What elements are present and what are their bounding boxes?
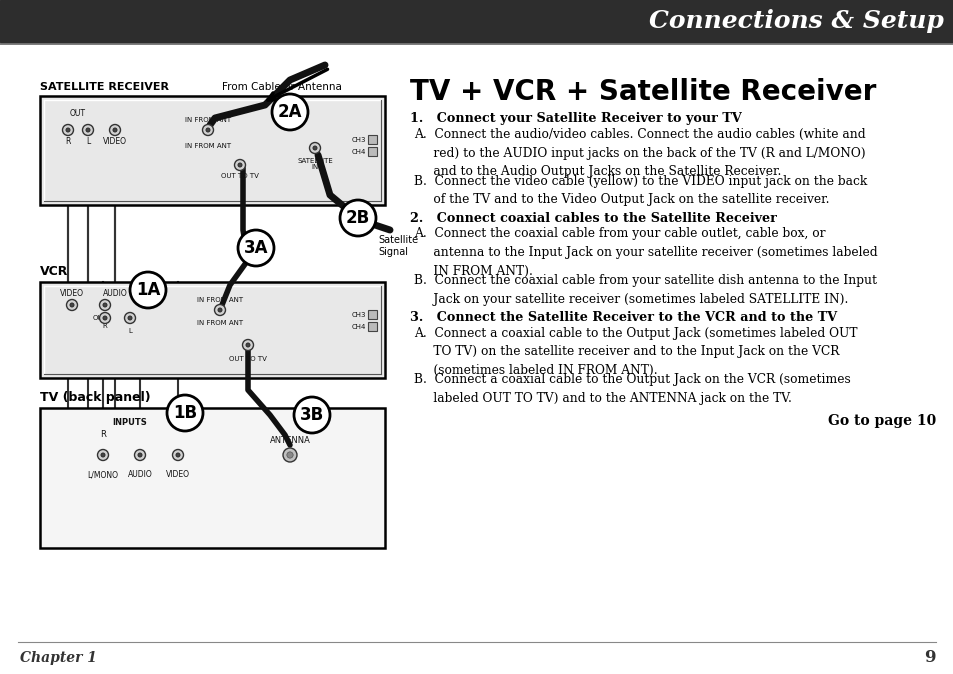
Circle shape xyxy=(82,125,93,135)
Circle shape xyxy=(339,200,375,236)
Circle shape xyxy=(128,316,132,320)
Bar xyxy=(368,135,376,144)
Circle shape xyxy=(202,125,213,135)
Text: TV (back panel): TV (back panel) xyxy=(40,391,151,404)
Text: 3B: 3B xyxy=(299,406,324,424)
Circle shape xyxy=(70,303,74,307)
Text: R: R xyxy=(103,323,108,329)
Circle shape xyxy=(313,146,316,150)
Bar xyxy=(0,0,953,42)
Circle shape xyxy=(103,303,107,307)
Text: Chapter 1: Chapter 1 xyxy=(20,651,97,665)
Text: B.  Connect the coaxial cable from your satellite dish antenna to the Input
    : B. Connect the coaxial cable from your s… xyxy=(414,274,876,305)
Circle shape xyxy=(237,230,274,266)
Text: 2A: 2A xyxy=(277,103,302,121)
Text: A.  Connect the audio/video cables. Connect the audio cables (white and
     red: A. Connect the audio/video cables. Conne… xyxy=(414,128,864,178)
Text: 1B: 1B xyxy=(172,404,197,422)
Bar xyxy=(368,310,376,319)
Text: 1A: 1A xyxy=(135,281,160,299)
Circle shape xyxy=(172,450,183,460)
Text: L/MONO: L/MONO xyxy=(88,470,118,479)
Text: VIDEO: VIDEO xyxy=(103,137,127,146)
Text: IN: IN xyxy=(311,164,318,170)
Text: SATELLITE RECEIVER: SATELLITE RECEIVER xyxy=(40,82,169,92)
Bar xyxy=(40,96,385,205)
Text: B.  Connect a coaxial cable to the Output Jack on the VCR (sometimes
     labele: B. Connect a coaxial cable to the Output… xyxy=(414,373,850,405)
Text: OUT: OUT xyxy=(92,315,108,321)
Bar xyxy=(40,282,385,378)
Text: R: R xyxy=(65,137,71,146)
Text: ANTENNA: ANTENNA xyxy=(270,436,310,445)
Text: 3A: 3A xyxy=(244,239,268,257)
Circle shape xyxy=(237,163,242,167)
Circle shape xyxy=(175,453,180,457)
Text: OUT: OUT xyxy=(70,109,86,118)
Text: R: R xyxy=(100,430,106,439)
Circle shape xyxy=(242,340,253,350)
Circle shape xyxy=(125,313,135,324)
Text: A.  Connect the coaxial cable from your cable outlet, cable box, or
     antenna: A. Connect the coaxial cable from your c… xyxy=(414,228,877,278)
Circle shape xyxy=(246,343,250,347)
Text: Connections & Setup: Connections & Setup xyxy=(648,9,943,33)
Circle shape xyxy=(272,94,308,130)
Circle shape xyxy=(287,452,293,458)
Text: Satellite
Signal: Satellite Signal xyxy=(377,235,417,257)
Text: 2B: 2B xyxy=(346,209,370,227)
Text: VCR: VCR xyxy=(40,265,69,278)
Text: IN FROM ANT: IN FROM ANT xyxy=(196,297,243,303)
Text: From Cable or Antenna: From Cable or Antenna xyxy=(222,82,341,92)
Circle shape xyxy=(97,450,109,460)
Circle shape xyxy=(167,395,203,431)
Text: CH4: CH4 xyxy=(352,324,366,330)
Text: AUDIO: AUDIO xyxy=(103,289,128,298)
Text: SATELLITE: SATELLITE xyxy=(296,158,333,164)
Circle shape xyxy=(234,160,245,171)
Text: CH4: CH4 xyxy=(352,149,366,155)
Text: IN FROM ANT: IN FROM ANT xyxy=(185,117,231,123)
Text: IN FROM ANT: IN FROM ANT xyxy=(196,320,243,326)
Circle shape xyxy=(294,397,330,433)
Text: 9: 9 xyxy=(923,650,935,667)
Circle shape xyxy=(283,448,296,462)
Text: L: L xyxy=(128,328,132,334)
Text: 3.   Connect the Satellite Receiver to the VCR and to the TV: 3. Connect the Satellite Receiver to the… xyxy=(410,311,836,324)
Circle shape xyxy=(214,305,225,315)
Circle shape xyxy=(309,142,320,154)
Text: AUDIO: AUDIO xyxy=(128,470,152,479)
Text: 2.   Connect coaxial cables to the Satellite Receiver: 2. Connect coaxial cables to the Satelli… xyxy=(410,212,776,224)
Circle shape xyxy=(130,272,166,308)
Bar xyxy=(368,322,376,331)
Circle shape xyxy=(66,128,70,132)
Bar xyxy=(368,147,376,156)
Text: Go to page 10: Go to page 10 xyxy=(827,415,935,429)
Text: B.  Connect the video cable (yellow) to the VIDEO input jack on the back
     of: B. Connect the video cable (yellow) to t… xyxy=(414,175,866,206)
Circle shape xyxy=(86,128,90,132)
Text: TV + VCR + Satellite Receiver: TV + VCR + Satellite Receiver xyxy=(410,78,876,106)
Text: VIDEO: VIDEO xyxy=(166,470,190,479)
Text: 1.   Connect your Satellite Receiver to your TV: 1. Connect your Satellite Receiver to yo… xyxy=(410,112,741,125)
Text: CH3: CH3 xyxy=(352,137,366,143)
Text: INPUTS: INPUTS xyxy=(112,418,147,427)
Circle shape xyxy=(99,313,111,324)
Text: L: L xyxy=(86,137,90,146)
Circle shape xyxy=(110,125,120,135)
Circle shape xyxy=(99,299,111,311)
Circle shape xyxy=(101,453,105,457)
Circle shape xyxy=(138,453,142,457)
Circle shape xyxy=(63,125,73,135)
Text: IN FROM ANT: IN FROM ANT xyxy=(185,143,231,149)
Text: A.  Connect a coaxial cable to the Output Jack (sometimes labeled OUT
     TO TV: A. Connect a coaxial cable to the Output… xyxy=(414,327,857,377)
Text: VIDEO: VIDEO xyxy=(60,289,84,298)
Text: CH3: CH3 xyxy=(352,312,366,318)
Circle shape xyxy=(206,128,210,132)
Circle shape xyxy=(217,308,222,312)
Circle shape xyxy=(112,128,117,132)
Text: OUT TO TV: OUT TO TV xyxy=(229,356,267,362)
Circle shape xyxy=(103,316,107,320)
Text: OUT TO TV: OUT TO TV xyxy=(221,173,258,179)
Circle shape xyxy=(67,299,77,311)
Circle shape xyxy=(134,450,146,460)
Bar xyxy=(40,408,385,548)
